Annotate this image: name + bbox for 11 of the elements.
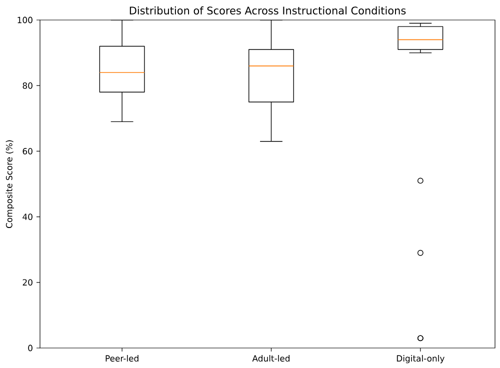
x-tick-label: Peer-led	[106, 355, 138, 362]
x-tick-label: Adult-led	[252, 355, 290, 362]
y-tick-label: 100	[18, 16, 32, 24]
y-tick-label: 60	[22, 148, 32, 154]
y-axis-title: Composite Score (%)	[6, 140, 14, 228]
y-tick-label: 80	[22, 82, 32, 89]
x-tick-label: Digital-only	[396, 355, 444, 364]
y-tick-label: 40	[22, 214, 32, 220]
chart-title: Distribution of Scores Across Instructional Conditions	[130, 6, 406, 14]
y-tick-label: 0	[28, 344, 32, 352]
y-tick-label: 20	[22, 279, 32, 286]
